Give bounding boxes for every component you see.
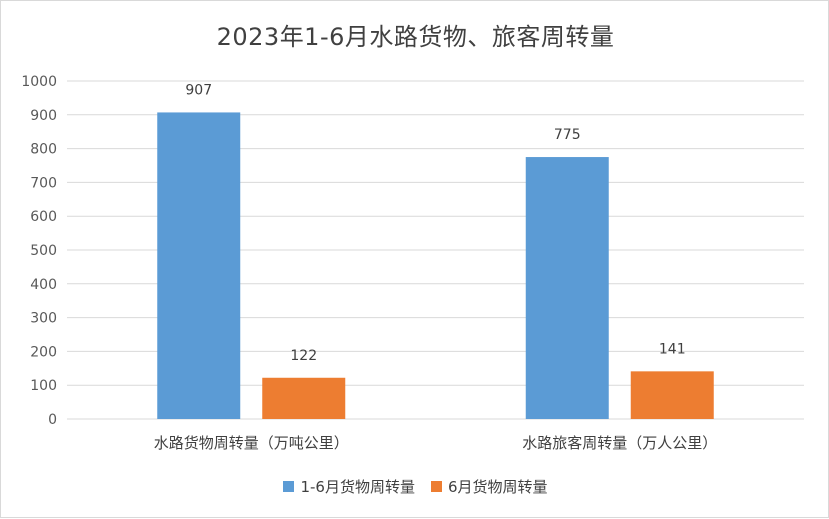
data-labels: 907 122 775 141 (185, 82, 685, 363)
y-tick-label-200: 200 (30, 344, 57, 360)
bar-series-1-cat-1 (157, 112, 241, 420)
legend-label-series-1: 1-6月货物周转量 (300, 478, 415, 496)
y-tick-label-800: 800 (30, 142, 57, 158)
legend-label-series-2: 6月货物周转量 (447, 478, 548, 496)
legend-item-series-2[interactable]: 6月货物周转量 (430, 476, 548, 497)
chart-legend: 1-6月货物周转量 6月货物周转量 (1, 476, 829, 497)
legend-swatch-series-1 (283, 481, 295, 492)
x-tick-label-1: 水路货物周转量（万吨公里） (154, 434, 349, 452)
data-label-series-1-cat-2: 775 (554, 127, 581, 143)
y-axis-ticks: 0 100 200 300 400 500 600 700 800 900 1000 (21, 74, 57, 428)
data-label-series-1-cat-1: 907 (185, 82, 212, 98)
y-tick-label-500: 500 (30, 243, 57, 259)
bar-series-1-cat-2 (525, 157, 609, 420)
legend-swatch-series-2 (430, 481, 442, 492)
data-label-series-2-cat-1: 122 (290, 348, 317, 364)
bar-series-2-cat-1 (262, 377, 346, 419)
y-tick-label-1000: 1000 (21, 74, 57, 90)
data-label-series-2-cat-2: 141 (659, 341, 686, 357)
y-tick-label-700: 700 (30, 175, 57, 191)
y-tick-label-900: 900 (30, 108, 57, 124)
bars (157, 112, 714, 420)
x-axis-ticks: 水路货物周转量（万吨公里） 水路旅客周转量（万人公里） (154, 434, 718, 452)
chart-title: 2023年1-6月水路货物、旅客周转量 (216, 23, 615, 51)
y-tick-label-100: 100 (30, 378, 57, 394)
y-tick-label-0: 0 (48, 412, 57, 428)
y-tick-label-400: 400 (30, 277, 57, 293)
y-tick-label-300: 300 (30, 311, 57, 327)
x-tick-label-2: 水路旅客周转量（万人公里） (522, 434, 717, 452)
bar-series-2-cat-2 (630, 371, 714, 419)
y-tick-label-600: 600 (30, 209, 57, 225)
legend-item-series-1[interactable]: 1-6月货物周转量 (283, 476, 415, 497)
